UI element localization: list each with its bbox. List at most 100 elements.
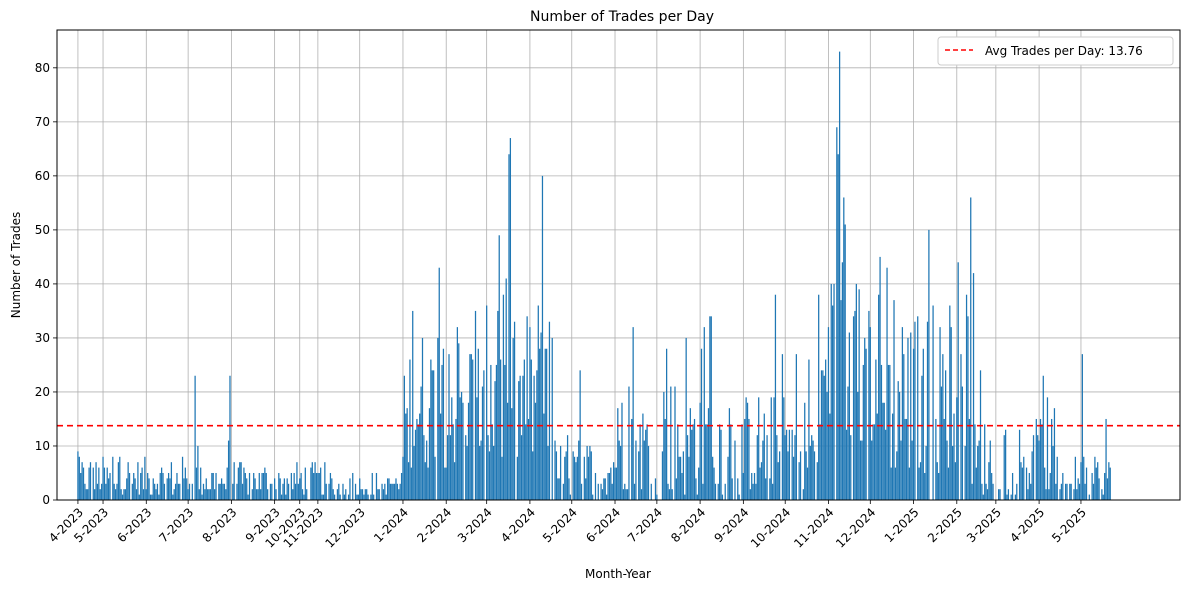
bar [564,456,566,500]
bar [760,462,763,500]
bar [626,489,629,500]
bar [96,483,99,500]
bar [533,375,535,500]
bar [832,305,834,500]
bar [838,51,841,501]
bar [1046,397,1049,500]
bar [472,359,474,500]
bar [794,435,796,500]
bar [292,489,294,500]
bar [628,386,630,500]
bar [361,489,364,500]
bar [681,472,683,500]
bar [352,472,354,500]
bar [233,462,235,500]
bar [820,370,823,500]
bar [179,483,181,500]
bar [878,294,880,500]
bar [426,440,428,500]
bar [917,316,919,500]
bar [625,489,627,500]
bar [219,483,221,500]
bar [1037,435,1039,500]
x-tick-label: 9-2024 [712,505,752,545]
bar [87,489,89,500]
bar [829,413,831,500]
bar [449,435,452,500]
bar [537,305,539,500]
bar [992,483,994,500]
bar [961,386,964,500]
bar [710,316,712,500]
bar [664,418,666,500]
bar [529,327,531,500]
bar [299,478,301,500]
bar [152,478,154,500]
x-tick-label: 4-2025 [1007,505,1047,545]
bar [603,478,605,500]
bar [999,489,1001,500]
bar [557,478,559,500]
y-tick-label: 30 [35,331,50,345]
bar [908,467,910,500]
bar [946,440,948,500]
bar [80,472,82,500]
bar [494,381,496,500]
bar [102,456,104,500]
bar [279,478,281,500]
bar [845,429,848,500]
bar [940,386,943,500]
y-tick-label: 40 [35,277,50,291]
bar [896,451,898,500]
bar [516,456,518,500]
bar [1014,494,1017,500]
bar [894,467,897,500]
bar [565,451,567,500]
bar [406,408,408,500]
bar [1091,472,1093,500]
bar [674,386,676,500]
bar [410,467,412,500]
bar [159,472,161,500]
bar [964,445,966,500]
bar [643,440,645,500]
bar [905,418,908,500]
bar [311,462,313,500]
bar [419,413,421,500]
bar [508,154,510,500]
bar [437,337,439,500]
bar [434,456,436,500]
bar [919,462,922,500]
bar [373,494,375,500]
bar [566,435,569,500]
bar [162,472,164,500]
legend-avg-label: Avg Trades per Day: 13.76 [985,44,1143,58]
bar [597,483,599,500]
bar [619,445,622,500]
bar [332,489,334,500]
bar [804,402,806,500]
bar [904,418,906,500]
bar [541,175,544,501]
bar [819,424,821,500]
bar [836,127,838,500]
bar [208,489,210,500]
bar [445,467,447,500]
bar [92,467,94,500]
bar [495,364,498,500]
x-tick-label: 6-2024 [583,505,623,545]
bar [873,424,876,500]
bar [590,451,592,500]
y-tick-label: 80 [35,61,50,75]
bar [806,467,809,500]
bar [448,354,450,500]
bar [451,397,453,500]
bar [195,467,198,500]
bar [975,467,977,500]
bar [1030,483,1032,500]
bar [160,467,163,500]
x-tick-label: 3-2025 [964,505,1004,545]
bar [177,483,179,500]
bar [453,462,456,500]
bar [1059,489,1061,500]
